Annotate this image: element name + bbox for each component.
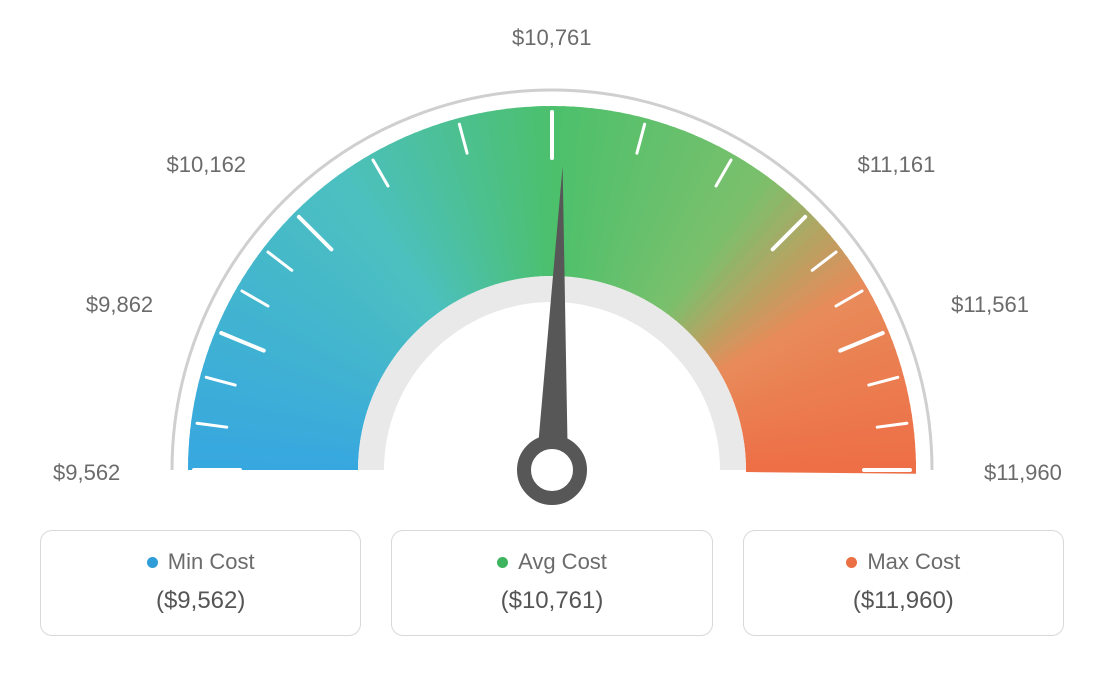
min-dot-icon xyxy=(147,557,158,568)
gauge-scale-label: $9,562 xyxy=(53,460,120,486)
gauge-scale-label: $10,761 xyxy=(512,25,592,51)
gauge-scale-label: $11,561 xyxy=(951,292,1029,318)
gauge-scale-label: $10,162 xyxy=(167,152,247,178)
min-cost-value: ($9,562) xyxy=(51,587,350,615)
max-cost-value: ($11,960) xyxy=(754,587,1053,615)
max-cost-card: Max Cost ($11,960) xyxy=(743,530,1064,636)
gauge-chart: $9,562$9,862$10,162$10,761$11,161$11,561… xyxy=(40,30,1064,510)
avg-dot-icon xyxy=(497,557,508,568)
avg-cost-label: Avg Cost xyxy=(518,549,607,575)
max-dot-icon xyxy=(846,557,857,568)
min-cost-label: Min Cost xyxy=(168,549,255,575)
gauge-scale-label: $11,960 xyxy=(984,460,1062,486)
avg-cost-card: Avg Cost ($10,761) xyxy=(391,530,712,636)
avg-cost-value: ($10,761) xyxy=(402,587,701,615)
gauge-scale-label: $11,161 xyxy=(857,152,935,178)
min-cost-card: Min Cost ($9,562) xyxy=(40,530,361,636)
gauge-scale-label: $9,862 xyxy=(86,292,153,318)
max-cost-label: Max Cost xyxy=(867,549,960,575)
summary-cards: Min Cost ($9,562) Avg Cost ($10,761) Max… xyxy=(40,530,1064,636)
